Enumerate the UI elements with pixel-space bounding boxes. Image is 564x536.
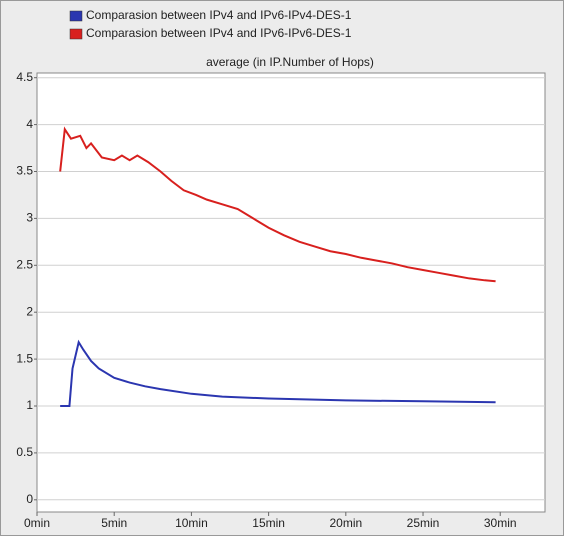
y-tick-label: 2.5 — [16, 257, 33, 271]
y-tick-label: 0 — [26, 492, 33, 506]
y-tick-label: 0.5 — [16, 445, 33, 459]
x-tick-label: 20min — [329, 516, 362, 530]
y-tick-label: 3 — [26, 211, 33, 225]
x-tick-label: 25min — [407, 516, 440, 530]
y-tick-label: 1 — [26, 398, 33, 412]
legend-swatch — [69, 28, 83, 40]
legend-label: Comparasion between IPv4 and IPv6-IPv6-D… — [86, 26, 352, 40]
y-tick-label: 2 — [26, 304, 33, 318]
x-tick-label: 0min — [24, 516, 50, 530]
x-tick-label: 30min — [484, 516, 517, 530]
x-tick-label: 5min — [101, 516, 127, 530]
y-tick-label: 1.5 — [16, 351, 33, 365]
series-line — [60, 339, 496, 408]
legend-swatch — [69, 10, 83, 22]
x-tick-label: 10min — [175, 516, 208, 530]
y-tick-label: 4.5 — [16, 70, 33, 84]
x-tick-label: 15min — [252, 516, 285, 530]
y-tick-label: 3.5 — [16, 164, 33, 178]
plot-area — [36, 72, 546, 513]
y-tick-label: 4 — [26, 117, 33, 131]
series-line — [59, 126, 496, 283]
legend-label: Comparasion between IPv4 and IPv6-IPv4-D… — [86, 8, 352, 22]
subtitle: average (in IP.Number of Hops) — [206, 55, 374, 69]
